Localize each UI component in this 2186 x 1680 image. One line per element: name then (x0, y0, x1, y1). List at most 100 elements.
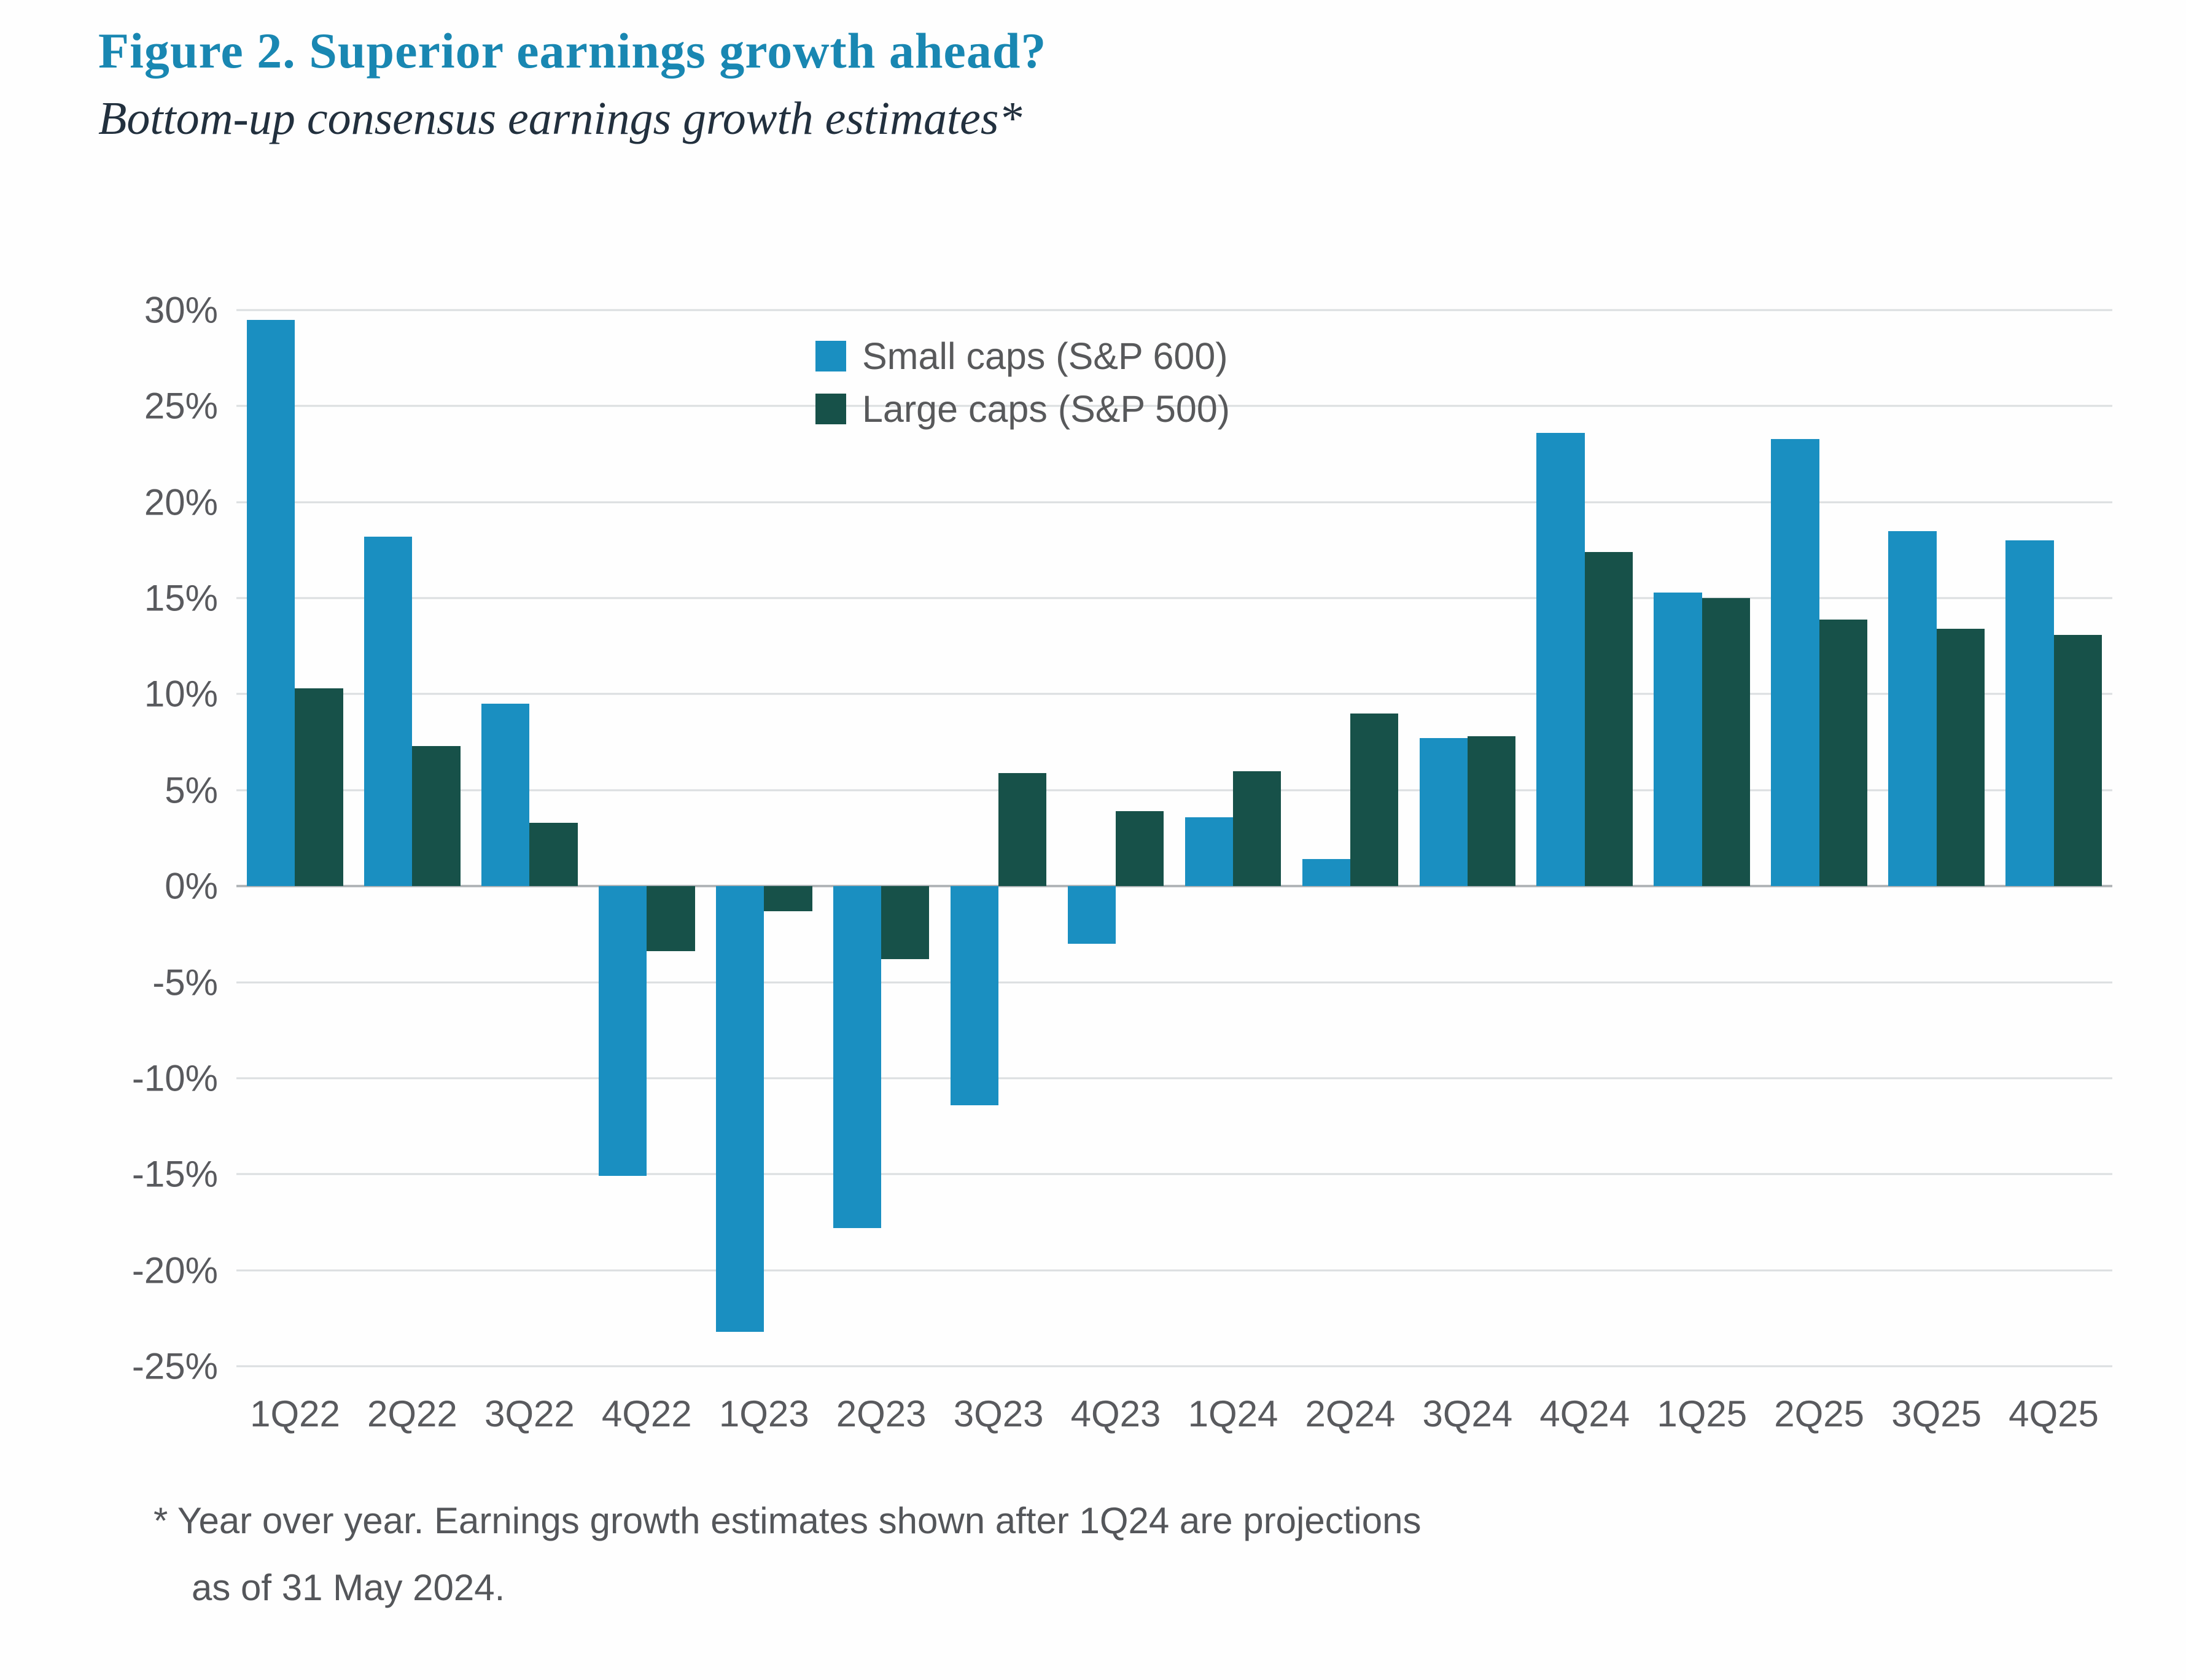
bar-small-caps-1Q22 (247, 319, 295, 887)
x-tick-label-4Q24: 4Q24 (1539, 1393, 1630, 1434)
bar-large-caps-4Q22 (647, 886, 695, 952)
bar-large-caps-4Q24 (1584, 552, 1633, 887)
bar-small-caps-3Q24 (1419, 738, 1468, 887)
bar-large-caps-2Q23 (881, 886, 930, 959)
x-tick-label-1Q22: 1Q22 (250, 1393, 340, 1434)
bar-group-4Q24 (1526, 310, 1643, 1366)
x-tick-label-1Q25: 1Q25 (1657, 1393, 1748, 1434)
legend-item-large-caps: Large caps (S&P 500) (815, 387, 1230, 430)
gridline (236, 1173, 2112, 1175)
bar-small-caps-3Q22 (481, 704, 530, 887)
bar-group-4Q22 (588, 310, 706, 1366)
gridline (236, 309, 2112, 311)
y-tick-label: -25% (131, 1345, 218, 1387)
bar-large-caps-4Q25 (2053, 634, 2102, 887)
figure-title: Figure 2. Superior earnings growth ahead… (98, 23, 1047, 79)
x-tick-label-2Q25: 2Q25 (1774, 1393, 1865, 1434)
gridline (236, 1365, 2112, 1367)
bar-group-2Q24 (1291, 310, 1409, 1366)
bar-small-caps-1Q24 (1184, 817, 1233, 887)
legend-label-large-caps: Large caps (S&P 500) (862, 388, 1231, 430)
bar-group-3Q25 (1878, 310, 1995, 1366)
bar-small-caps-1Q23 (715, 886, 764, 1332)
bar-group-2Q23 (823, 310, 940, 1366)
x-axis-labels: 1Q22 2Q22 3Q22 4Q22 1Q23 2Q23 3Q23 4Q23 1Q24 2Q24… (236, 1393, 2112, 1435)
x-tick-label-3Q25: 3Q25 (1891, 1393, 1982, 1434)
x-tick-label-2Q23: 2Q23 (836, 1393, 927, 1434)
gridline (236, 405, 2112, 407)
legend-label-small-caps: Small caps (S&P 600) (862, 335, 1228, 377)
gridline (236, 981, 2112, 984)
bar-large-caps-1Q24 (1232, 771, 1282, 887)
y-tick-label: -5% (152, 962, 218, 1003)
bar-group-1Q23 (706, 310, 823, 1366)
bar-group-1Q24 (1175, 310, 1292, 1366)
x-tick-label-3Q23: 3Q23 (953, 1393, 1044, 1434)
y-axis-labels: 30% 25% 20% 15% 10% 5% 0% -5% -10% -15% -20% -25% (0, 290, 218, 1387)
bar-group-1Q22 (236, 310, 354, 1366)
bar-large-caps-3Q22 (529, 823, 578, 887)
bar-groups-container (236, 310, 2112, 1366)
footnote-line-1: * Year over year. Earnings growth estima… (154, 1500, 1422, 1541)
bar-large-caps-1Q25 (1702, 598, 1750, 887)
x-tick-label-2Q24: 2Q24 (1305, 1393, 1396, 1434)
bar-small-caps-3Q23 (950, 886, 999, 1105)
bar-large-caps-2Q22 (412, 745, 461, 887)
x-tick-label-4Q23: 4Q23 (1070, 1393, 1161, 1434)
gridline (236, 789, 2112, 791)
y-tick-label: 15% (144, 577, 218, 619)
bar-small-caps-2Q22 (364, 537, 413, 887)
bar-small-caps-2Q24 (1302, 859, 1350, 887)
plot-area (236, 309, 2112, 1367)
y-tick-label: 30% (144, 289, 218, 331)
bar-large-caps-1Q22 (295, 688, 343, 887)
x-tick-label-4Q22: 4Q22 (601, 1393, 692, 1434)
zero-gridline (236, 885, 2112, 888)
x-tick-label-4Q25: 4Q25 (2009, 1393, 2099, 1434)
bar-group-3Q24 (1409, 310, 1526, 1366)
bar-small-caps-3Q25 (1888, 531, 1937, 887)
gridline (236, 1077, 2112, 1079)
y-tick-label: 25% (144, 385, 218, 427)
x-tick-label-3Q22: 3Q22 (484, 1393, 575, 1434)
bar-small-caps-2Q23 (833, 886, 882, 1228)
y-tick-label: -10% (131, 1057, 218, 1099)
x-tick-label-2Q22: 2Q22 (367, 1393, 457, 1434)
bar-small-caps-4Q23 (1067, 886, 1116, 944)
footnote: * Year over year. Earnings growth estima… (154, 1501, 1421, 1607)
bar-large-caps-3Q25 (1936, 629, 1985, 887)
bar-large-caps-2Q25 (1819, 619, 1867, 887)
bar-small-caps-1Q25 (1654, 592, 1702, 887)
y-tick-label: 10% (144, 673, 218, 715)
footnote-line-2: as of 31 May 2024. (192, 1567, 505, 1608)
legend-item-small-caps: Small caps (S&P 600) (815, 335, 1230, 378)
gridline (236, 1269, 2112, 1272)
gridline (236, 501, 2112, 504)
y-tick-label: 5% (165, 769, 218, 811)
bar-small-caps-4Q22 (598, 886, 647, 1176)
x-tick-label-3Q24: 3Q24 (1422, 1393, 1513, 1434)
bar-large-caps-3Q24 (1467, 736, 1516, 887)
legend-swatch-small-caps (815, 341, 846, 371)
gridline (236, 693, 2112, 695)
bar-large-caps-4Q23 (1116, 811, 1164, 887)
bar-group-3Q22 (471, 310, 588, 1366)
figure-subtitle: Bottom-up consensus earnings growth esti… (98, 93, 1022, 144)
y-tick-label: -20% (131, 1250, 218, 1291)
bar-small-caps-4Q25 (2005, 540, 2054, 887)
bar-group-2Q22 (354, 310, 471, 1366)
bar-small-caps-2Q25 (1771, 438, 1819, 887)
bar-group-4Q23 (1057, 310, 1175, 1366)
bar-small-caps-4Q24 (1536, 433, 1585, 887)
y-tick-label: 0% (165, 865, 218, 907)
legend: Small caps (S&P 600) Large caps (S&P 500… (815, 335, 1230, 440)
x-tick-label-1Q23: 1Q23 (718, 1393, 809, 1434)
bar-group-3Q23 (940, 310, 1057, 1366)
gridline (236, 597, 2112, 599)
legend-swatch-large-caps (815, 394, 846, 424)
bar-large-caps-2Q24 (1350, 713, 1399, 887)
y-tick-label: -15% (131, 1153, 218, 1195)
bar-group-1Q25 (1643, 310, 1760, 1366)
x-tick-label-1Q24: 1Q24 (1188, 1393, 1278, 1434)
